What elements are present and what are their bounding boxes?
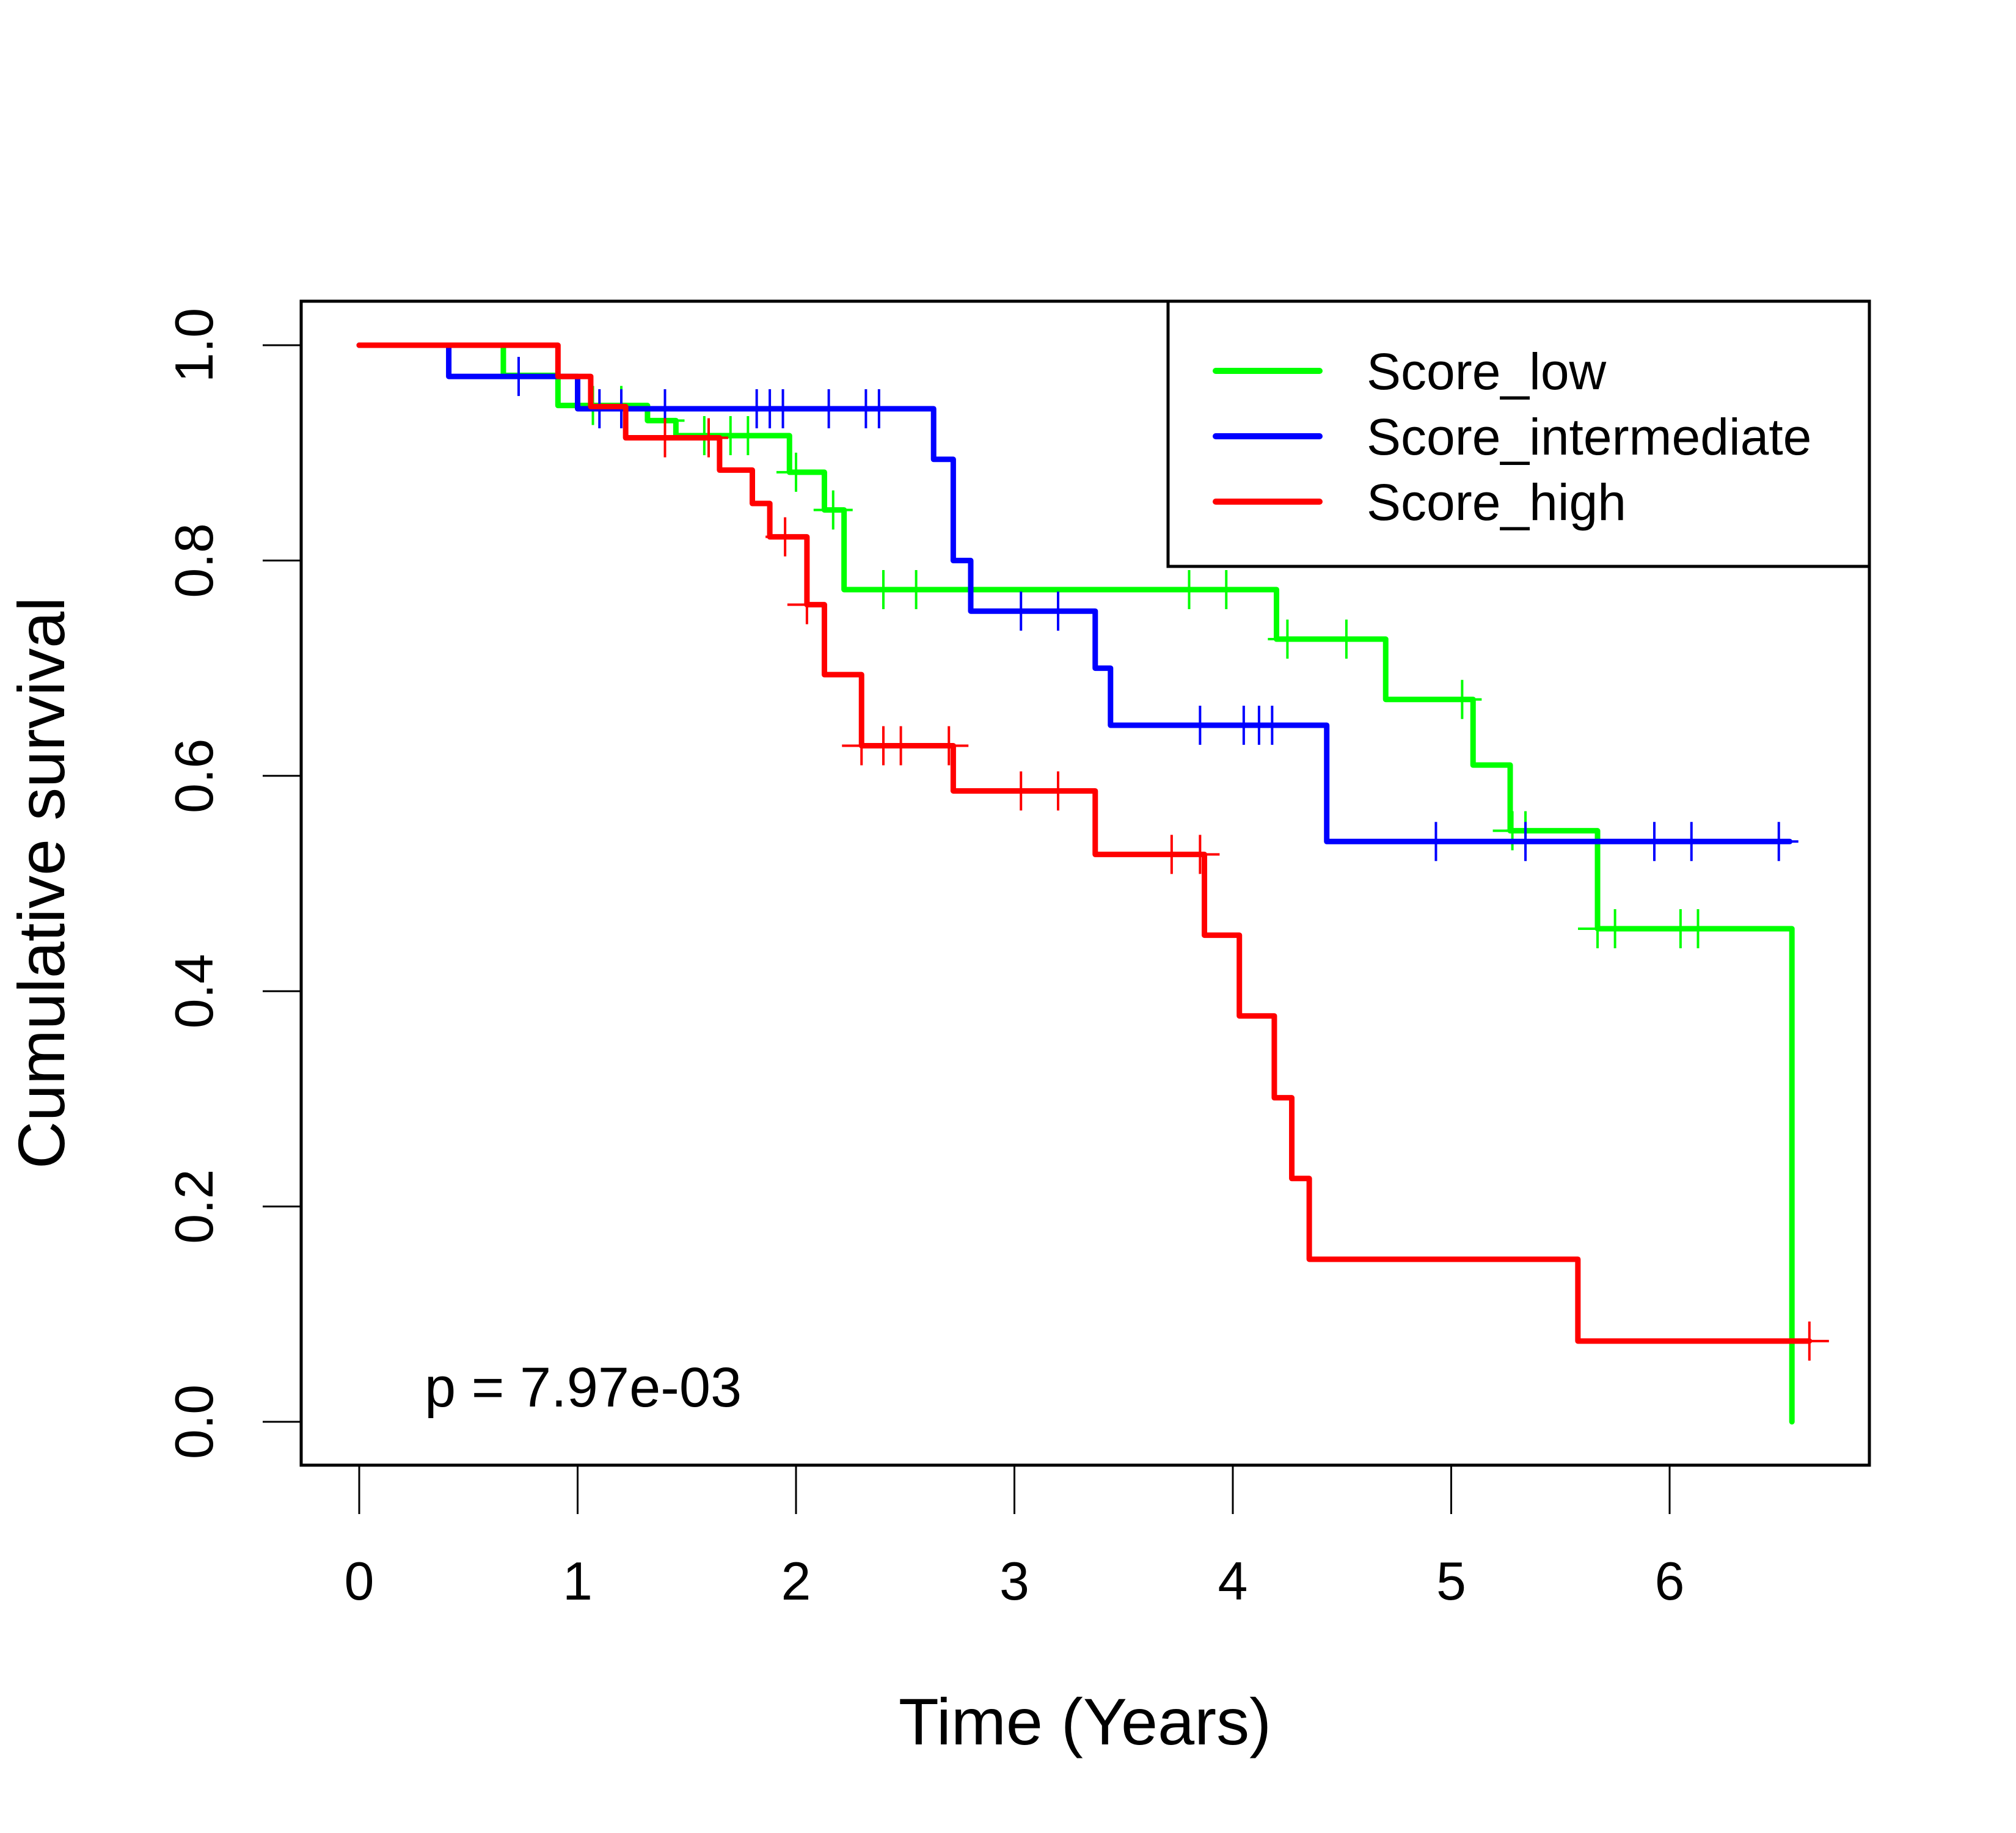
y-tick-label: 0.2 [164,1169,224,1243]
x-tick-label: 5 [1436,1551,1466,1611]
series-layer [356,342,1829,1425]
x-tick-label: 4 [1218,1551,1248,1611]
legend-box [1166,299,1871,568]
p-value-annotation: p = 7.97e-03 [425,1356,742,1419]
survival-curve [356,342,1813,1344]
y-tick-label: 1.0 [164,308,224,382]
y-tick-label: 0.4 [164,954,224,1028]
x-tick-label: 3 [999,1551,1029,1611]
legend-label: Score_low [1367,343,1607,400]
y-tick-label: 0.0 [164,1385,224,1459]
x-axis-title: Time (Years) [899,1685,1271,1758]
y-tick-label: 0.6 [164,739,224,813]
x-tick-label: 6 [1655,1551,1685,1611]
x-tick-label: 1 [563,1551,593,1611]
y-axis-title: Cumulative survival [4,597,78,1169]
x-tick-label: 0 [345,1551,374,1611]
x-axis: 0 1 2 3 4 5 6 [345,1464,1685,1611]
y-axis: 0.0 0.2 0.4 0.6 0.8 1.0 [164,308,302,1459]
legend-label: Score_high [1367,474,1626,531]
x-tick-label: 2 [781,1551,811,1611]
legend: Score_low Score_intermediate Score_high [1166,299,1871,568]
y-tick-label: 0.8 [164,523,224,598]
legend-label: Score_intermediate [1367,408,1811,466]
series-score-high [356,342,1829,1361]
